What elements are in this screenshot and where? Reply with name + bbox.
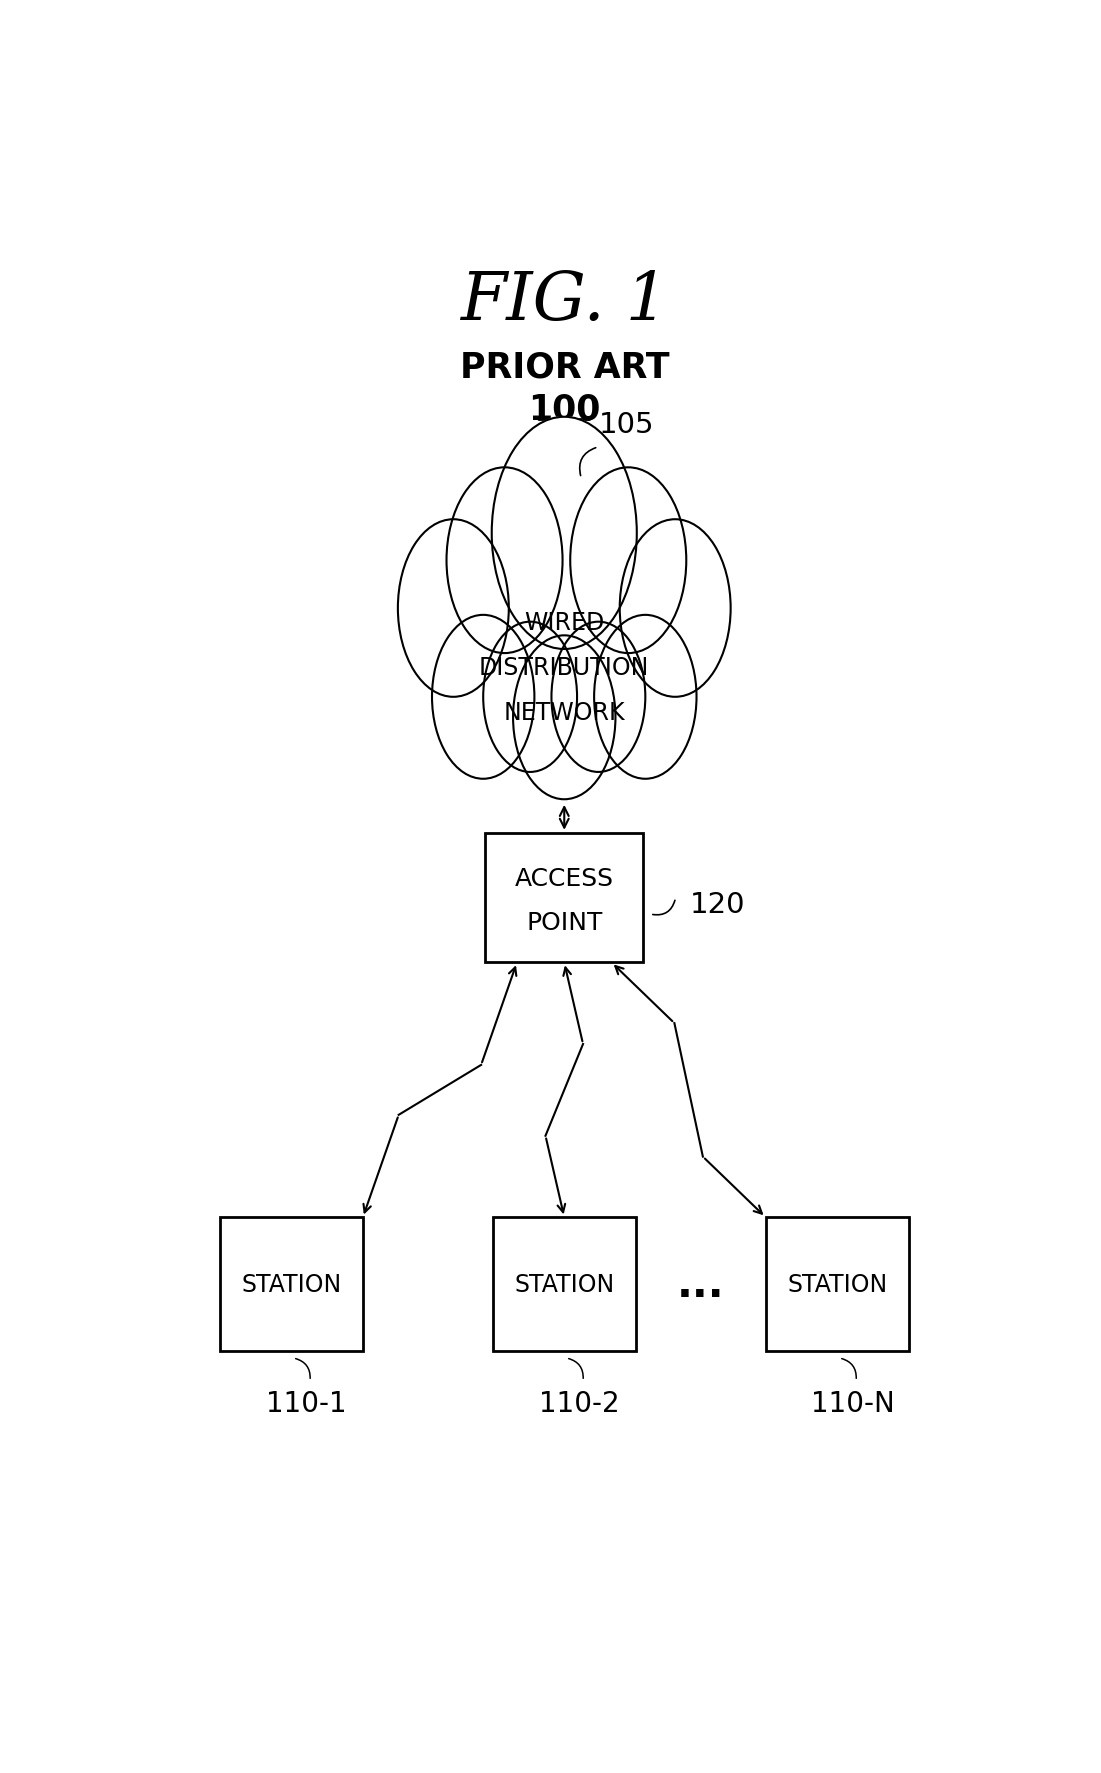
FancyBboxPatch shape	[486, 833, 643, 963]
Text: NETWORK: NETWORK	[503, 700, 625, 725]
Circle shape	[570, 468, 686, 654]
Text: 110-N: 110-N	[810, 1390, 894, 1417]
Circle shape	[595, 615, 697, 780]
Circle shape	[552, 622, 645, 773]
Text: STATION: STATION	[241, 1273, 341, 1296]
Text: STATION: STATION	[787, 1273, 887, 1296]
Text: 105: 105	[599, 410, 654, 438]
Text: ACCESS: ACCESS	[515, 867, 613, 892]
FancyBboxPatch shape	[492, 1218, 636, 1351]
Circle shape	[397, 519, 509, 697]
Text: POINT: POINT	[526, 911, 602, 934]
Text: 110-1: 110-1	[266, 1390, 347, 1417]
Text: DISTRIBUTION: DISTRIBUTION	[479, 656, 650, 679]
Text: 120: 120	[690, 890, 745, 918]
Circle shape	[447, 468, 563, 654]
Circle shape	[492, 417, 636, 649]
Text: ...: ...	[677, 1264, 724, 1305]
Text: 110-2: 110-2	[539, 1390, 620, 1417]
FancyBboxPatch shape	[765, 1218, 909, 1351]
Circle shape	[432, 615, 534, 780]
Text: FIG. 1: FIG. 1	[460, 269, 668, 333]
Text: STATION: STATION	[514, 1273, 614, 1296]
Circle shape	[620, 519, 731, 697]
Text: 100: 100	[528, 392, 600, 426]
Circle shape	[483, 622, 577, 773]
Text: PRIOR ART: PRIOR ART	[459, 349, 669, 385]
Circle shape	[513, 637, 615, 800]
Text: WIRED: WIRED	[524, 610, 604, 635]
FancyBboxPatch shape	[219, 1218, 363, 1351]
